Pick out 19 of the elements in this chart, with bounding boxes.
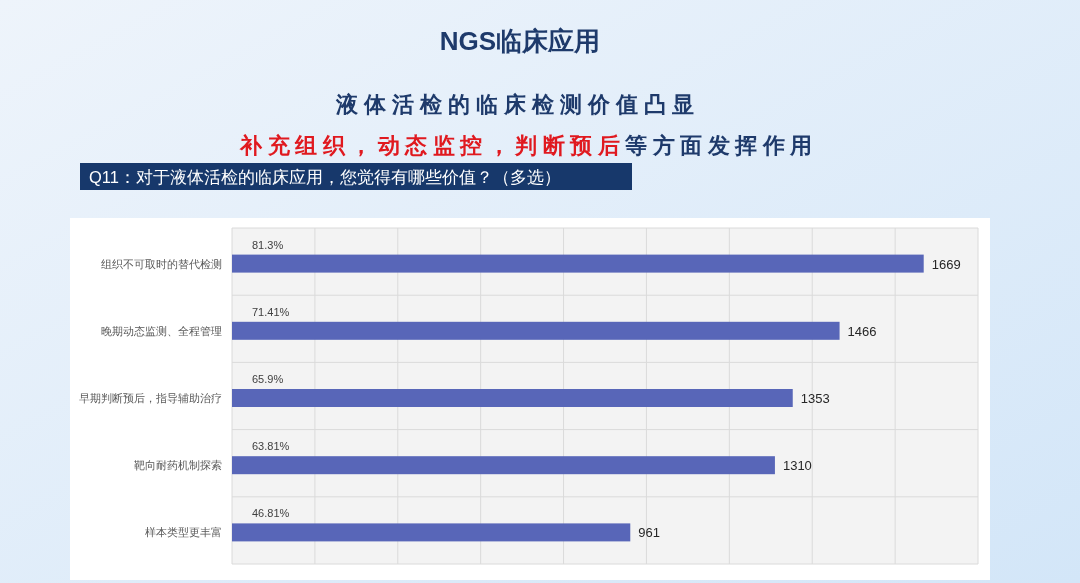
category-label: 靶向耐药机制探索 — [134, 459, 222, 472]
data-label: 961 — [638, 525, 660, 541]
category-label: 组织不可取时的替代检测 — [101, 257, 222, 270]
annotation: Q11：对于液体活检的临床应用，您觉得有哪些价值？（多选） — [89, 167, 561, 186]
subtitle: 液体活检的临床检测价值凸显 — [336, 92, 700, 117]
data-label: 1353 — [800, 391, 830, 406]
annotation: 65.9% — [252, 373, 284, 385]
data-label: 1669 — [931, 256, 961, 272]
category-label: 早期判断预后，指导辅助治疗 — [79, 392, 222, 404]
annotation: 71.41% — [252, 305, 290, 318]
annotation: 81.3% — [252, 238, 284, 251]
title: NGS临床应用 — [439, 26, 601, 56]
annotation: 63.81% — [252, 440, 290, 453]
data-label: 1466 — [847, 323, 877, 339]
annotation: 46.81% — [252, 507, 290, 520]
annotation: 补充组织，动态监控，判断预后 等方面发挥作用 — [240, 133, 818, 158]
data-label: 1310 — [782, 458, 812, 474]
category-label: 样本类型更丰富 — [145, 526, 222, 539]
category-label: 晚期动态监测、全程管理 — [101, 324, 222, 337]
